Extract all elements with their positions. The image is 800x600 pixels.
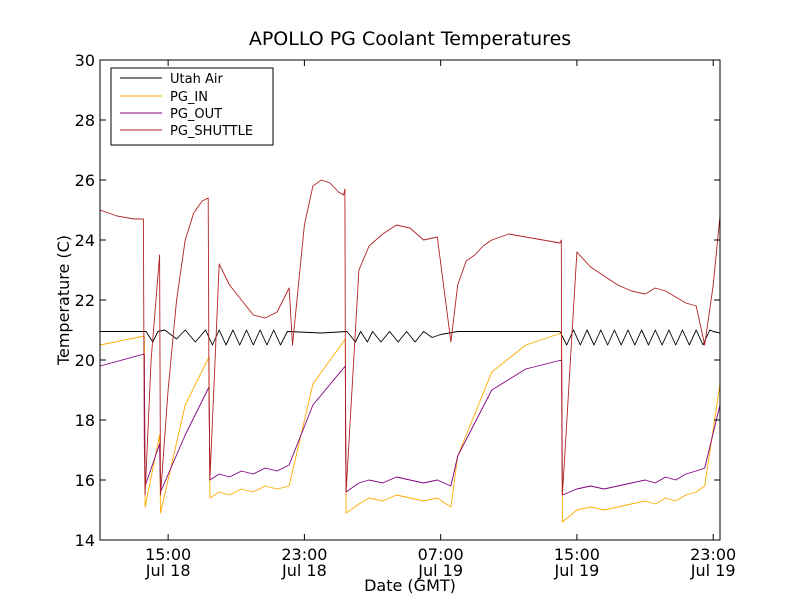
x-tick-label-date: Jul 18 [145,561,191,580]
series-line-utah-air [100,329,721,346]
y-tick-label: 16 [75,471,95,490]
x-tick-label-time: 23:00 [281,545,327,564]
legend-box [110,67,274,146]
chart-title: APOLLO PG Coolant Temperatures [249,28,571,50]
y-tick-label: 24 [75,231,95,250]
series-layer [99,179,721,523]
legend-label-utah-air: Utah Air [170,72,223,87]
x-tick-label-time: 23:00 [690,545,736,564]
y-tick-label: 20 [75,351,95,370]
legend-label-pg-in: PG_IN [170,90,208,105]
y-tick-label: 28 [75,111,95,130]
x-tick-label-date: Jul 19 [690,561,736,580]
x-tick-label-date: Jul 18 [281,561,327,580]
x-tick-label-time: 15:00 [145,545,191,564]
y-tick-label: 26 [75,171,95,190]
x-tick-label-time: 07:00 [418,545,464,564]
x-tick-label-time: 15:00 [554,545,600,564]
x-tick-label-date: Jul 19 [554,561,600,580]
series-line-pg-out [99,353,721,496]
x-tick-label-date: Jul 19 [417,561,463,580]
series-line-pg-shuttle [99,179,721,496]
y-tick-label: 14 [75,531,95,550]
legend: Utah Air PG_IN PG_OUT PG_SHUTTLE [110,67,274,146]
y-tick-label: 18 [75,411,95,430]
series-line-pg-in [99,332,721,523]
y-axis-label: Temperature (C) [54,235,73,366]
legend-label-pg-out: PG_OUT [170,107,222,122]
y-tick-label: 22 [75,291,95,310]
legend-label-pg-shuttle: PG_SHUTTLE [170,124,253,139]
x-axis-label: Date (GMT) [364,576,456,595]
y-tick-label: 30 [75,51,95,70]
